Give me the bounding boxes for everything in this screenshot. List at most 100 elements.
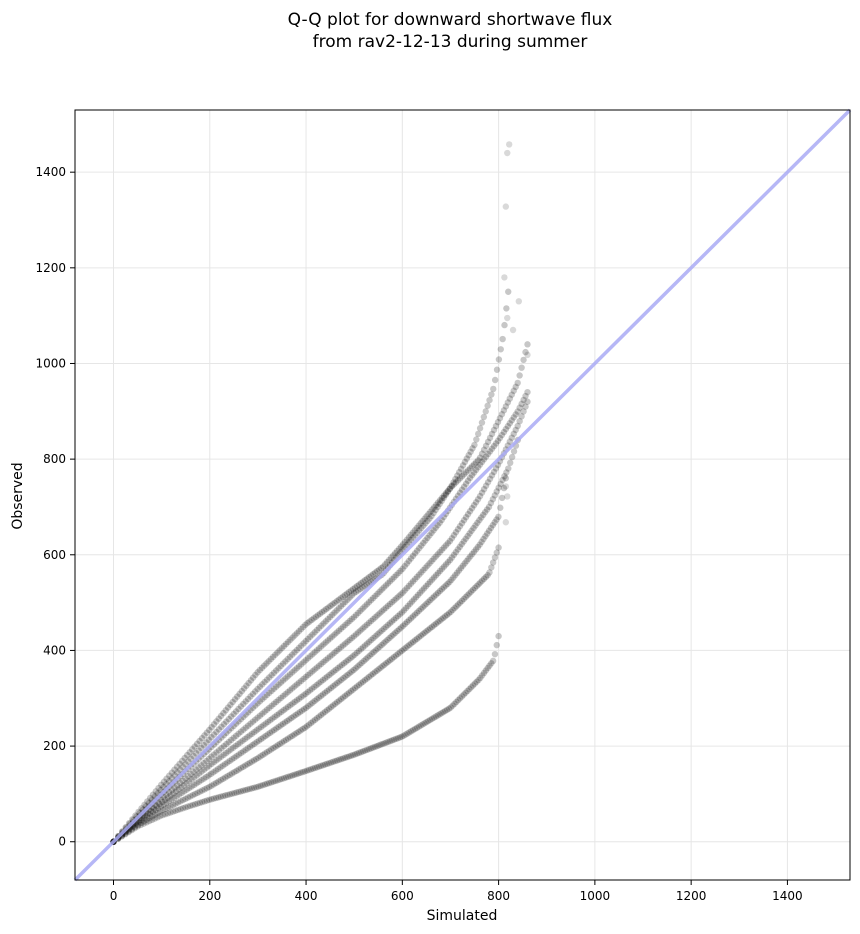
qq-point xyxy=(401,620,409,628)
qq-point xyxy=(497,504,504,511)
qq-point xyxy=(425,626,432,633)
qq-point xyxy=(193,780,200,787)
qq-point xyxy=(352,665,359,672)
qq-point xyxy=(313,764,321,771)
qq-point xyxy=(349,653,356,660)
qq-point xyxy=(416,571,423,578)
qq-point xyxy=(148,816,156,824)
qq-point xyxy=(374,631,381,638)
qq-point xyxy=(461,458,469,466)
qq-point xyxy=(426,625,434,632)
qq-point xyxy=(212,779,220,787)
qq-point xyxy=(405,539,413,546)
qq-point xyxy=(313,715,321,722)
qq-point xyxy=(213,728,220,736)
qq-point xyxy=(424,534,431,542)
qq-point xyxy=(317,678,324,685)
qq-point xyxy=(154,809,161,817)
qq-point xyxy=(421,602,428,609)
qq-point xyxy=(490,426,498,434)
qq-point xyxy=(367,596,375,604)
qq-point xyxy=(307,701,314,708)
qq-point xyxy=(409,529,417,536)
qq-point xyxy=(200,775,208,782)
qq-point xyxy=(458,473,466,480)
qq-point xyxy=(411,527,418,534)
qq-point xyxy=(387,656,394,664)
qq-point xyxy=(170,790,177,797)
qq-point xyxy=(259,681,266,688)
qq-point xyxy=(198,744,205,752)
qq-point xyxy=(401,538,409,546)
qq-point xyxy=(158,781,165,789)
qq-point xyxy=(472,522,479,529)
qq-point xyxy=(452,572,459,579)
qq-point xyxy=(500,484,508,492)
qq-point xyxy=(458,486,466,493)
qq-point xyxy=(436,711,443,718)
qq-point xyxy=(195,764,202,771)
qq-point xyxy=(405,582,413,590)
qq-point xyxy=(329,758,337,765)
qq-point xyxy=(318,643,325,650)
qq-point xyxy=(325,686,333,693)
qq-point xyxy=(395,569,402,577)
qq-point xyxy=(289,651,296,658)
qq-point xyxy=(369,670,376,678)
qq-point xyxy=(184,751,191,759)
qq-point xyxy=(451,700,458,708)
qq-point xyxy=(183,786,190,793)
qq-point xyxy=(284,689,291,696)
qq-point xyxy=(249,690,257,698)
qq-point xyxy=(478,577,486,584)
qq-point xyxy=(353,683,361,690)
qq-point xyxy=(368,572,375,579)
qq-point xyxy=(230,734,237,742)
qq-point xyxy=(430,714,438,721)
qq-point xyxy=(151,815,158,822)
qq-point xyxy=(400,607,408,614)
qq-point xyxy=(409,613,417,620)
qq-point xyxy=(320,620,327,627)
qq-point xyxy=(342,640,349,647)
qq-point xyxy=(286,716,293,723)
qq-point xyxy=(317,711,325,719)
qq-point xyxy=(460,471,468,478)
qq-point xyxy=(488,660,495,667)
qq-point xyxy=(446,556,454,564)
qq-point xyxy=(199,787,206,794)
qq-point xyxy=(385,658,392,665)
qq-point xyxy=(408,728,415,735)
qq-point xyxy=(182,775,189,782)
qq-point xyxy=(401,562,408,570)
qq-point xyxy=(496,434,504,442)
chart-title-line-1: Q-Q plot for downward shortwave flux xyxy=(288,10,613,30)
qq-point xyxy=(379,740,386,748)
qq-point xyxy=(363,640,371,647)
qq-point xyxy=(203,797,211,804)
qq-point xyxy=(234,693,241,700)
qq-point xyxy=(276,776,283,783)
qq-point xyxy=(300,675,307,683)
qq-point xyxy=(386,578,394,585)
qq-point xyxy=(468,471,476,479)
qq-point xyxy=(420,539,427,547)
qq-point xyxy=(172,800,179,807)
qq-point xyxy=(166,789,173,796)
qq-point xyxy=(502,475,510,482)
qq-point xyxy=(341,592,349,599)
qq-point xyxy=(275,723,282,731)
qq-point xyxy=(428,576,436,583)
qq-point xyxy=(375,742,382,749)
qq-point xyxy=(438,565,446,572)
qq-point xyxy=(259,751,266,759)
qq-point xyxy=(480,535,487,543)
qq-point xyxy=(282,774,290,781)
qq-point xyxy=(411,725,419,733)
qq-point xyxy=(512,411,519,418)
qq-point xyxy=(234,741,242,748)
qq-point xyxy=(446,485,453,492)
qq-point xyxy=(215,726,223,733)
qq-point xyxy=(272,651,279,658)
qq-point xyxy=(415,634,423,641)
